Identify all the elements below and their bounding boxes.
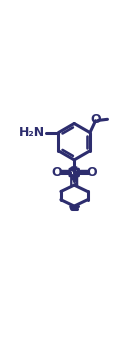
Text: O: O bbox=[52, 166, 62, 179]
FancyBboxPatch shape bbox=[70, 169, 79, 176]
Text: N: N bbox=[69, 177, 79, 189]
Text: H₂N: H₂N bbox=[19, 126, 45, 139]
Text: S: S bbox=[69, 166, 79, 179]
Text: O: O bbox=[86, 166, 97, 179]
Text: O: O bbox=[91, 112, 101, 126]
